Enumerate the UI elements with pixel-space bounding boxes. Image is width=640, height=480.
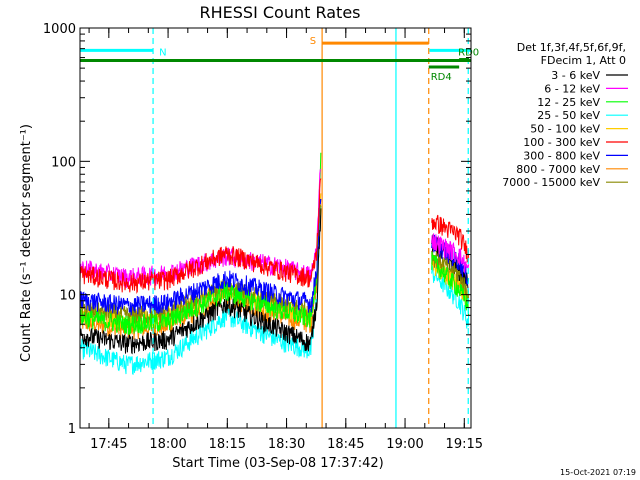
flag-label-rd4: RD4 — [431, 72, 452, 83]
x-tick-label-1915: 19:15 — [446, 437, 483, 452]
y-tick-label-10: 10 — [59, 289, 76, 304]
legend-entry-label-8: 800 - 7000 keV — [516, 163, 600, 176]
legend-entry-label-6: 100 - 300 keV — [523, 136, 600, 149]
legend-entry-label-3: 12 - 25 keV — [537, 96, 600, 109]
legend-header-line-1: Det 1f,3f,4f,5f,6f,9f, — [517, 41, 626, 54]
x-tick-label-1815: 18:15 — [209, 437, 246, 452]
x-tick-label-1845: 18:45 — [327, 437, 364, 452]
legend-header-line-2: FDecim 1, Att 0 — [541, 54, 626, 67]
series-line-100-to-300keV — [79, 178, 470, 295]
plot-frame — [79, 27, 472, 429]
legend-entry-label-1: 3 - 6 keV — [551, 69, 600, 82]
flag-label-n: N — [159, 47, 166, 58]
x-axis-label: Start Time (03-Sep-08 17:37:42) — [172, 456, 383, 471]
legend-entry-label-7: 300 - 800 keV — [523, 149, 600, 162]
y-tick-label-1000: 1000 — [43, 22, 76, 37]
y-tick-label-1: 1 — [68, 422, 76, 437]
axis-layer: 1 10 100 1000 17:45 18:00 18:15 18:30 18:45 19:00… — [43, 22, 483, 452]
generation-timestamp: 15-Oct-2021 07:19 — [560, 468, 636, 477]
legend-entry-label-4: 25 - 50 keV — [537, 109, 600, 122]
x-tick-label-1745: 17:45 — [90, 437, 127, 452]
legend-entry-label-2: 6 - 12 keV — [544, 82, 600, 95]
flag-label-s: S — [310, 36, 316, 47]
y-tick-label-100: 100 — [51, 155, 76, 170]
x-tick-label-1800: 18:00 — [149, 437, 186, 452]
y-axis-label: Count Rate (s⁻¹ detector segment⁻¹) — [19, 124, 34, 362]
annotation-layer: N S RD0 RD4 — [80, 28, 479, 428]
legend-entry-label-9: 7000 - 15000 keV — [502, 176, 600, 189]
flag-label-rd0: RD0 — [458, 48, 479, 59]
x-tick-label-1900: 19:00 — [386, 437, 423, 452]
series-layer — [79, 152, 470, 375]
chart-title: RHESSI Count Rates — [200, 3, 361, 22]
legend-entry-label-5: 50 - 100 keV — [530, 123, 600, 136]
x-tick-label-1830: 18:30 — [268, 437, 305, 452]
